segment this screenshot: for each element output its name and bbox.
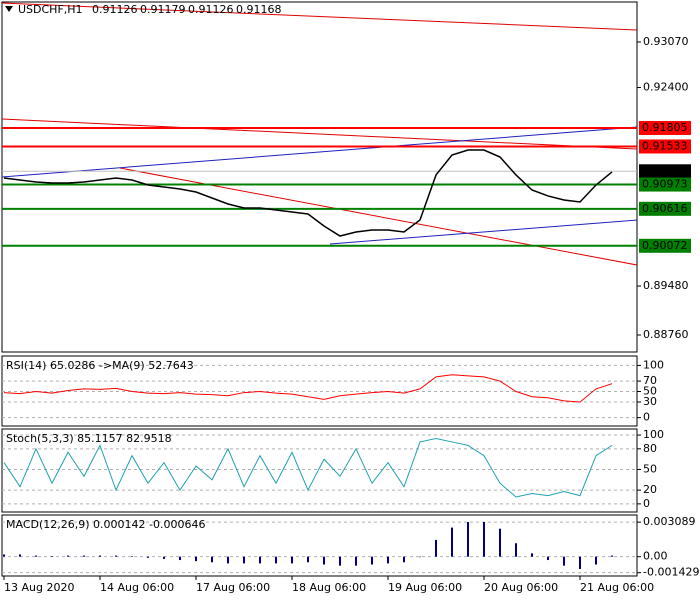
histogram-bar (163, 556, 165, 559)
indicator-header: Stoch(5,3,3) 85.1157 82.9518 (6, 432, 172, 445)
main-panel (1, 1, 638, 353)
x-tick-label: 21 Aug 06:00 (580, 581, 654, 594)
y-tick-label: 0.00 (643, 550, 668, 563)
level-label: 0.90973 (642, 178, 688, 191)
trend-line (119, 167, 638, 266)
trend-line (1, 2, 638, 31)
histogram-bar (227, 556, 229, 564)
histogram-bar (547, 556, 549, 561)
y-tick-label: 0.89480 (643, 279, 689, 292)
y-tick-label: 30 (643, 395, 657, 408)
histogram-bar (323, 556, 325, 565)
y-tick-label: 100 (643, 428, 664, 441)
histogram-bar (195, 556, 197, 562)
y-tick-label: 80 (643, 442, 657, 455)
histogram-bar (147, 556, 149, 558)
histogram-bar (419, 556, 421, 558)
histogram-bar (579, 556, 581, 569)
histogram-bar (531, 553, 533, 557)
x-tick-label: 20 Aug 06:00 (484, 581, 558, 594)
y-tick-label: 100 (643, 358, 664, 371)
level-label: 0.91168 (642, 164, 688, 177)
level-box (639, 201, 691, 216)
histogram-bar (67, 555, 69, 557)
histogram-bar (515, 543, 517, 557)
y-tick-label: -0.001429 (643, 566, 699, 579)
histogram-bar (99, 555, 101, 557)
histogram-bar (403, 556, 405, 563)
y-tick-label: 20 (643, 483, 657, 496)
stoch-panel (1, 428, 638, 513)
histogram-bar (243, 556, 245, 564)
histogram-bar (307, 556, 309, 563)
histogram-bar (51, 556, 53, 557)
x-tick-label: 19 Aug 06:00 (388, 581, 462, 594)
histogram-bar (563, 556, 565, 566)
trend-line (329, 219, 638, 245)
series-line (3, 374, 613, 403)
level-box (639, 177, 691, 192)
y-tick-label: 0.003089 (643, 515, 696, 528)
y-tick-label: 50 (643, 462, 657, 475)
histogram-bar (179, 556, 181, 561)
level-box (639, 139, 691, 154)
indicator-header: RSI(14) 65.0286 ->MA(9) 52.7643 (6, 359, 194, 372)
macd-panel (1, 514, 638, 577)
series-line (3, 149, 613, 237)
histogram-bar (339, 556, 341, 566)
y-tick-label: 0 (643, 411, 650, 424)
histogram-bar (371, 556, 373, 565)
x-tick-label: 17 Aug 06:00 (196, 581, 270, 594)
ohlc-value: 0.91126 (188, 3, 234, 16)
level-box (639, 120, 691, 135)
histogram-bar (611, 555, 613, 557)
trend-lines (1, 2, 638, 266)
level-label: 0.91805 (642, 121, 688, 134)
histogram-bar (275, 556, 277, 564)
histogram-bar (355, 556, 357, 566)
x-tick-label: 13 Aug 2020 (4, 581, 74, 594)
level-label: 0.91533 (642, 139, 688, 152)
symbol: USDCHF,H1 (18, 3, 83, 16)
level-label: 0.90616 (642, 202, 688, 215)
x-tick-label: 18 Aug 06:00 (292, 581, 366, 594)
level-box (639, 238, 691, 253)
histogram-bar (35, 555, 37, 557)
histogram-bar (451, 527, 453, 557)
histogram-bar (467, 521, 469, 557)
level-box (639, 164, 691, 179)
x-tick-label: 14 Aug 06:00 (100, 581, 174, 594)
histogram-bar (435, 539, 437, 557)
y-tick-label: 0.92400 (643, 81, 689, 94)
ohlc-value: 0.91168 (236, 3, 282, 16)
menu-arrow[interactable] (5, 6, 13, 12)
rsi-panel (1, 355, 638, 427)
histogram-bar (83, 555, 85, 557)
indicator-header: MACD(12,26,9) 0.000142 -0.000646 (6, 518, 205, 531)
histogram-bar (387, 556, 389, 564)
histogram-bar (499, 528, 501, 557)
trend-line (1, 126, 638, 178)
histogram-bar (19, 554, 21, 557)
y-tick-label: 70 (643, 374, 657, 387)
series-line (3, 437, 613, 498)
ohlc-value: 0.91126 (92, 3, 138, 16)
y-tick-label: 0.93070 (643, 35, 689, 48)
y-tick-label: 0 (643, 497, 650, 510)
ohlc-value: 0.91179 (140, 3, 186, 16)
histogram-bar (211, 556, 213, 563)
level-label: 0.90072 (642, 239, 688, 252)
histogram-bar (483, 521, 485, 557)
histogram-bar (291, 556, 293, 564)
histogram-bar (259, 556, 261, 564)
histogram-bar (131, 556, 133, 557)
histogram-bar (595, 556, 597, 565)
histogram-bar (3, 554, 5, 557)
histogram-bar (115, 555, 117, 557)
y-tick-label: 0.88760 (643, 328, 689, 341)
trend-line (1, 118, 638, 150)
y-tick-label: 50 (643, 385, 657, 398)
